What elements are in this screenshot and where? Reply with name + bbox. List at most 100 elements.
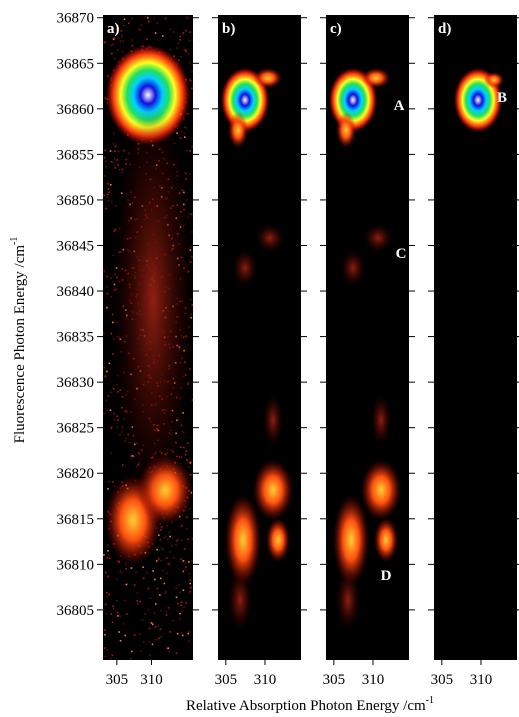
noise [116,600,118,602]
y-tick-label: 36835 [57,330,95,346]
noise [177,42,180,45]
noise [109,409,112,411]
noise [181,456,183,459]
noise [186,659,189,660]
noise [141,619,144,622]
noise [115,145,117,148]
noise [184,29,187,32]
y-tick-label: 36825 [57,421,95,437]
noise [169,563,172,566]
noise [168,650,171,653]
noise [190,245,193,248]
noise [114,167,117,169]
noise [156,587,159,590]
noise [144,613,146,615]
noise [106,292,109,295]
y-tick-label: 36830 [57,375,95,391]
noise [189,462,192,464]
noise [108,191,110,194]
noise [125,568,128,570]
noise [155,638,157,641]
noise [116,426,118,429]
noise [105,399,108,402]
noise [140,24,143,26]
heatmap-image [329,68,401,630]
noise [184,172,187,175]
noise [188,39,191,42]
noise [181,631,183,634]
noise [104,41,106,43]
noise [106,196,109,198]
noise [165,557,168,559]
noise [112,387,115,390]
panel-label: a) [107,21,120,37]
noise [108,480,110,483]
noise [107,182,109,185]
y-label-exponent: -1 [9,237,20,245]
noise [163,582,166,585]
noise [173,557,175,559]
noise [189,591,192,593]
noise [111,313,114,316]
noise [154,32,157,34]
noise [184,136,186,138]
noise [178,59,180,62]
intensity-blob [263,395,283,445]
noise [109,277,112,279]
noise [113,163,115,166]
noise [109,150,112,152]
noise [119,433,121,436]
noise [188,630,190,633]
y-tick-label: 36815 [57,512,95,528]
noise [139,650,142,653]
noise [181,634,184,637]
panel-label: d) [438,21,451,37]
noise [117,419,119,421]
noise [112,132,115,134]
noise [113,230,116,232]
noise [160,547,163,550]
noise [107,488,109,490]
noise [125,583,128,586]
noise [182,589,185,592]
x-label-text: Relative Absorption Photon Energy /cm [186,698,426,714]
intensity-blob [362,68,390,88]
noise [190,213,193,216]
noise [104,160,107,163]
noise [180,131,183,133]
noise [103,608,105,611]
noise [188,508,191,510]
noise [121,50,124,53]
panel-label: c) [330,21,342,37]
noise [185,127,187,129]
noise [179,35,181,38]
noise [166,647,169,650]
noise [177,584,180,586]
noise [189,173,191,175]
noise [112,142,115,145]
noise [111,654,114,657]
intensity-blob [336,112,356,148]
noise [187,442,189,444]
noise [103,647,106,649]
noise [107,575,109,578]
noise [116,49,119,51]
noise [175,652,178,655]
noise [180,55,182,58]
noise [110,657,112,660]
x-tick-label: 305 [431,672,454,688]
noise [158,637,160,640]
noise [121,464,124,466]
annotation: B [497,90,507,106]
noise [103,156,106,159]
noise [160,559,163,562]
intensity-blob [374,518,398,562]
noise [147,587,150,590]
noise [119,615,121,617]
noise [159,577,162,580]
noise [131,44,134,47]
noise [186,516,188,519]
noise [109,183,112,186]
noise [183,126,186,129]
noise [138,633,141,636]
